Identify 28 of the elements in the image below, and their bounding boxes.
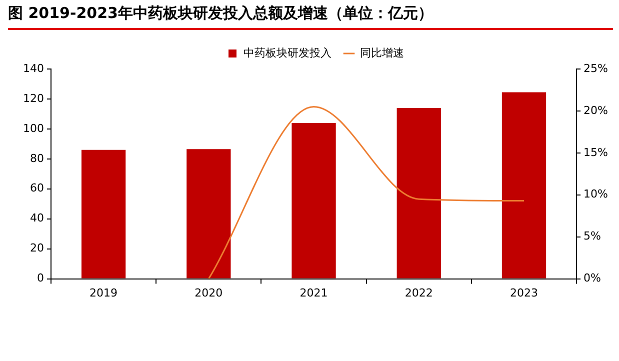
y-tick-label: 140 xyxy=(22,62,44,75)
bar xyxy=(81,150,126,278)
x-tick-label: 2022 xyxy=(404,286,433,300)
legend-label: 中药板块研发投入 xyxy=(244,46,332,60)
bar xyxy=(502,92,546,278)
legend-label: 同比增速 xyxy=(360,46,404,60)
y-tick-label: 20 xyxy=(30,242,44,255)
line-series xyxy=(208,106,525,279)
y-tick-label: 0 xyxy=(36,272,44,285)
y-tick-label: 60 xyxy=(30,182,44,195)
x-tick-label: 2019 xyxy=(90,286,118,300)
y2-tick-label: 25% xyxy=(584,62,608,75)
x-tick-label: 2020 xyxy=(194,286,223,300)
y2-tick-label: 0% xyxy=(584,272,602,285)
y-tick-label: 40 xyxy=(30,212,44,225)
bar xyxy=(396,108,441,278)
y2-tick-label: 5% xyxy=(584,230,602,243)
bar xyxy=(186,149,231,278)
x-tick-label: 2021 xyxy=(300,286,328,300)
bar xyxy=(292,122,336,278)
y-tick-label: 100 xyxy=(22,122,44,135)
y2-tick-label: 20% xyxy=(584,104,608,117)
y2-tick-label: 10% xyxy=(584,188,608,201)
y-tick-label: 120 xyxy=(22,92,44,105)
x-tick-label: 2023 xyxy=(510,286,538,300)
y-tick-label: 80 xyxy=(30,152,44,165)
chart-title: 图 2019-2023年中药板块研发投入总额及增速（单位：亿元） xyxy=(8,4,613,30)
y2-tick-label: 15% xyxy=(584,146,608,159)
